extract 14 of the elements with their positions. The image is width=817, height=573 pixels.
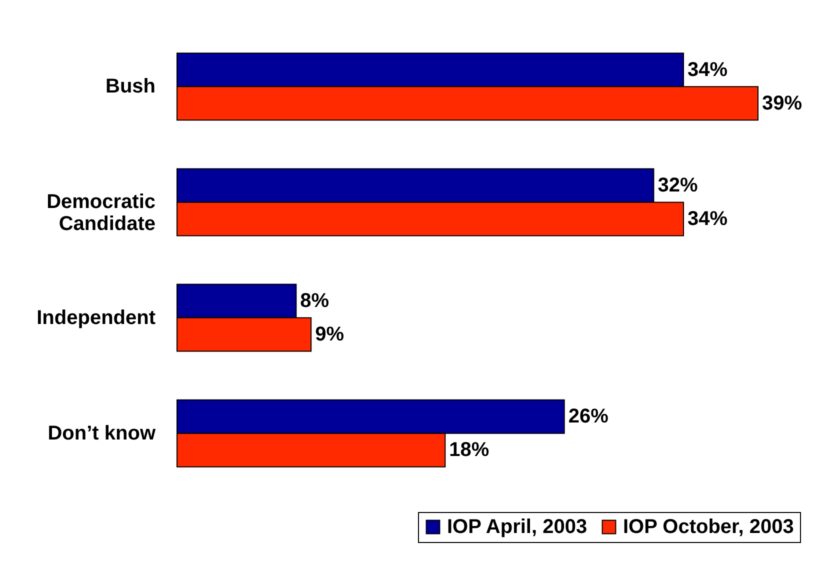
data-label: 39% bbox=[762, 92, 802, 114]
legend-label: IOP April, 2003 bbox=[447, 516, 588, 538]
y-tick-label: Democratic Candidate bbox=[46, 191, 156, 236]
y-tick-label: Independent bbox=[36, 306, 156, 329]
data-label: 32% bbox=[658, 174, 698, 196]
y-tick-label: Don’t know bbox=[48, 422, 156, 444]
data-label: 34% bbox=[688, 208, 728, 230]
data-label: 8% bbox=[300, 290, 330, 312]
data-label: 34% bbox=[688, 58, 728, 81]
legend-label: IOP October, 2003 bbox=[623, 516, 794, 538]
data-label: 9% bbox=[315, 324, 344, 346]
y-tick-label: Bush bbox=[106, 76, 156, 98]
data-label: 18% bbox=[449, 439, 490, 462]
data-label: 26% bbox=[568, 406, 609, 428]
